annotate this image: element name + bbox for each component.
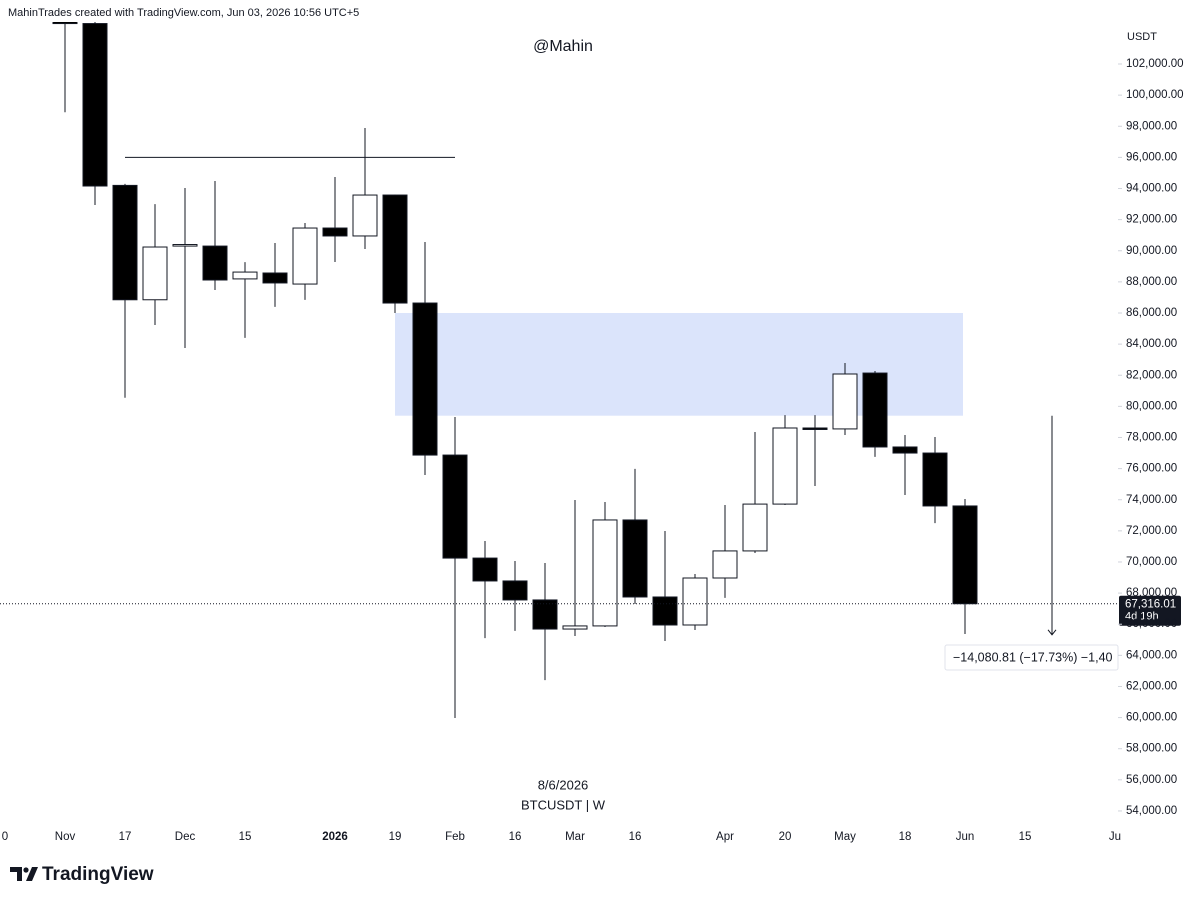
chart-title: @Mahin bbox=[533, 38, 593, 55]
x-tick-label: Dec bbox=[175, 831, 196, 843]
measure-label: −14,080.81 (−17.73%) −1,40 bbox=[953, 650, 1113, 664]
y-tick-label: 94,000.00 bbox=[1126, 183, 1177, 195]
symbol-label: BTCUSDT | W bbox=[521, 797, 606, 812]
y-tick-label: 62,000.00 bbox=[1126, 680, 1177, 692]
x-tick-label: Apr bbox=[716, 831, 734, 843]
x-tick-label: 16 bbox=[509, 831, 522, 843]
x-tick-label: Nov bbox=[55, 831, 76, 843]
candle-body bbox=[352, 194, 378, 237]
candle-body bbox=[52, 22, 78, 25]
candle-body bbox=[262, 272, 288, 284]
x-tick-label: 16 bbox=[629, 831, 642, 843]
candle-body bbox=[862, 372, 888, 448]
y-tick-label: 60,000.00 bbox=[1126, 712, 1177, 724]
x-tick-label: Feb bbox=[445, 831, 465, 843]
y-tick-label: 90,000.00 bbox=[1126, 245, 1177, 257]
x-tick-label: 20 bbox=[779, 831, 792, 843]
y-tick-label: 100,000.00 bbox=[1126, 89, 1184, 101]
candle-body bbox=[232, 271, 258, 280]
y-tick-label: 64,000.00 bbox=[1126, 649, 1177, 661]
y-tick-label: 66,000.00 bbox=[1126, 618, 1177, 630]
candle-body bbox=[472, 557, 498, 582]
last-price-label: 67,316.01 bbox=[1125, 598, 1176, 610]
x-tick-label: 15 bbox=[1019, 831, 1032, 843]
y-tick-label: 72,000.00 bbox=[1126, 525, 1177, 537]
candle-body bbox=[82, 23, 108, 187]
countdown-label: 4d 19h bbox=[1125, 611, 1159, 623]
candle-body bbox=[592, 519, 618, 627]
date-label: 8/6/2026 bbox=[538, 777, 589, 792]
x-tick-label: May bbox=[834, 831, 856, 843]
header: MahinTrades created with TradingView.com… bbox=[8, 7, 359, 19]
last-price-tag bbox=[1119, 595, 1181, 626]
y-tick-label: 92,000.00 bbox=[1126, 214, 1177, 226]
candle-body bbox=[202, 245, 228, 281]
y-tick-label: 74,000.00 bbox=[1126, 494, 1177, 506]
candle-body bbox=[832, 373, 858, 430]
y-tick-label: 80,000.00 bbox=[1126, 400, 1177, 412]
candle-body bbox=[142, 246, 168, 301]
candle-body bbox=[952, 505, 978, 605]
x-tick-label: 18 bbox=[899, 831, 912, 843]
y-tick-label: 86,000.00 bbox=[1126, 307, 1177, 319]
x-tick-label: Ju bbox=[1109, 831, 1121, 843]
x-tick-label: Mar bbox=[565, 831, 585, 843]
y-tick-label: 76,000.00 bbox=[1126, 463, 1177, 475]
y-tick-label: 58,000.00 bbox=[1126, 743, 1177, 755]
y-tick-label: 68,000.00 bbox=[1126, 587, 1177, 599]
x-tick-label: 17 bbox=[119, 831, 132, 843]
x-tick-label: Jun bbox=[956, 831, 975, 843]
candle-body bbox=[772, 427, 798, 505]
candle-body bbox=[652, 596, 678, 626]
x-tick-label: 2026 bbox=[322, 831, 348, 843]
y-tick-label: 54,000.00 bbox=[1126, 805, 1177, 817]
y-axis-label: USDT bbox=[1127, 31, 1157, 43]
y-tick-label: 88,000.00 bbox=[1126, 276, 1177, 288]
y-tick-label: 98,000.00 bbox=[1126, 120, 1177, 132]
candle-body bbox=[292, 227, 318, 285]
plot-area bbox=[52, 22, 978, 719]
y-tick-label: 82,000.00 bbox=[1126, 369, 1177, 381]
candle-body bbox=[682, 577, 708, 626]
x-tick-label: 19 bbox=[389, 831, 402, 843]
measure-box bbox=[944, 644, 1119, 671]
y-tick-label: 70,000.00 bbox=[1126, 556, 1177, 568]
y-tick-label: 102,000.00 bbox=[1126, 58, 1184, 70]
brand-name: TradingView bbox=[42, 864, 154, 885]
candle-body bbox=[382, 194, 408, 304]
candle-body bbox=[112, 184, 138, 301]
candle-body bbox=[892, 446, 918, 454]
candle-body bbox=[532, 599, 558, 630]
measure-arrowhead bbox=[1047, 629, 1057, 636]
brand-logo: TradingView bbox=[10, 864, 154, 885]
candle-body bbox=[172, 244, 198, 247]
candle-body bbox=[412, 302, 438, 456]
x-tick-label: 15 bbox=[239, 831, 252, 843]
candle-body bbox=[712, 550, 738, 579]
y-tick-label: 56,000.00 bbox=[1126, 774, 1177, 786]
x-tick-label: 0 bbox=[2, 831, 8, 843]
candle-body bbox=[742, 503, 768, 552]
y-tick-label: 84,000.00 bbox=[1126, 338, 1177, 350]
candle-body bbox=[502, 580, 528, 601]
candle-body bbox=[322, 227, 348, 237]
candle-body bbox=[562, 625, 588, 630]
candle-body bbox=[922, 452, 948, 507]
y-tick-label: 78,000.00 bbox=[1126, 432, 1177, 444]
y-tick-label: 96,000.00 bbox=[1126, 151, 1177, 163]
candle-body bbox=[442, 454, 468, 559]
candle-body bbox=[802, 427, 828, 430]
candle-body bbox=[622, 519, 648, 598]
